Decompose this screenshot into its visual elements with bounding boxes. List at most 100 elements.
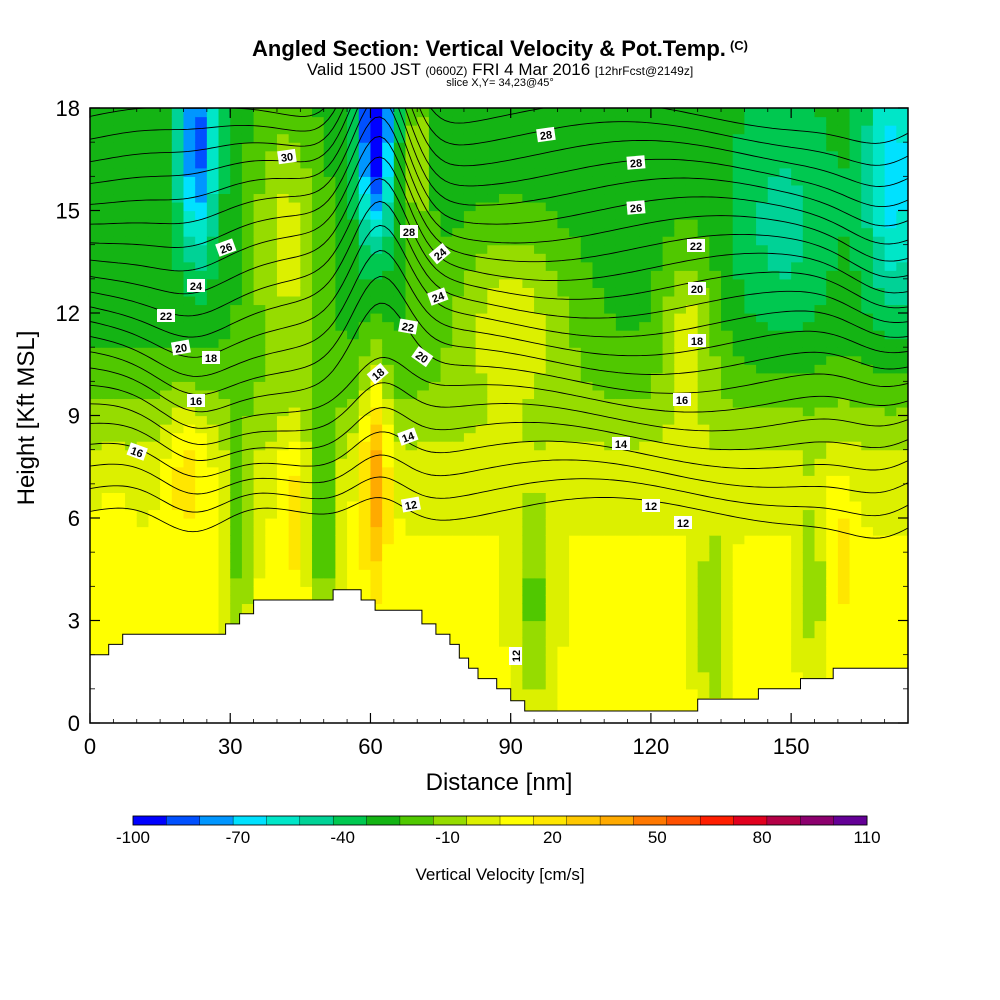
- velocity-cell: [171, 210, 185, 220]
- velocity-cell: [195, 261, 208, 271]
- velocity-cell: [136, 603, 150, 613]
- velocity-cell: [674, 227, 687, 237]
- velocity-cell: [452, 466, 465, 476]
- velocity-cell: [791, 338, 804, 348]
- velocity-cell: [347, 125, 360, 135]
- velocity-cell: [452, 201, 465, 212]
- velocity-cell: [440, 389, 453, 400]
- velocity-cell: [744, 543, 757, 553]
- velocity-cell: [510, 432, 523, 442]
- velocity-cell: [475, 193, 488, 203]
- velocity-cell: [580, 509, 594, 519]
- velocity-cell: [872, 492, 886, 502]
- velocity-cell: [276, 270, 290, 280]
- velocity-cell: [802, 611, 816, 622]
- velocity-cell: [171, 389, 185, 400]
- velocity-cell: [791, 475, 804, 485]
- velocity-cell: [230, 389, 243, 400]
- velocity-cell: [417, 441, 430, 451]
- velocity-cell: [872, 236, 886, 246]
- velocity-cell: [276, 424, 290, 434]
- velocity-cell: [288, 244, 301, 254]
- velocity-cell: [428, 210, 442, 220]
- velocity-cell: [125, 372, 138, 382]
- velocity-cell: [160, 406, 173, 417]
- velocity-cell: [697, 671, 710, 681]
- velocity-cell: [674, 466, 687, 476]
- velocity-cell: [253, 167, 266, 177]
- velocity-cell: [744, 492, 757, 502]
- velocity-cell: [101, 637, 114, 647]
- velocity-cell: [580, 680, 594, 690]
- velocity-cell: [312, 389, 325, 400]
- velocity-cell: [580, 261, 594, 271]
- velocity-cell: [405, 313, 418, 323]
- velocity-cell: [370, 184, 383, 195]
- velocity-cell: [604, 389, 617, 400]
- velocity-cell: [510, 355, 523, 365]
- velocity-cell: [592, 261, 605, 271]
- velocity-cell: [756, 543, 769, 553]
- velocity-cell: [896, 543, 908, 553]
- velocity-cell: [674, 338, 687, 348]
- velocity-cell: [674, 253, 687, 263]
- velocity-cell: [428, 543, 442, 553]
- velocity-cell: [604, 577, 617, 587]
- velocity-cell: [312, 594, 325, 605]
- velocity-cell: [253, 295, 266, 306]
- velocity-cell: [545, 594, 559, 605]
- velocity-cell: [101, 492, 114, 502]
- velocity-cell: [744, 184, 757, 195]
- velocity-cell: [417, 133, 430, 143]
- velocity-cell: [230, 560, 243, 570]
- velocity-cell: [300, 193, 313, 203]
- velocity-cell: [510, 526, 523, 536]
- velocity-cell: [440, 219, 453, 229]
- velocity-cell: [265, 475, 278, 485]
- velocity-cell: [510, 552, 523, 562]
- velocity-cell: [183, 304, 196, 314]
- velocity-cell: [615, 193, 629, 203]
- velocity-cell: [206, 543, 220, 553]
- velocity-cell: [440, 261, 453, 271]
- velocity-cell: [347, 526, 360, 536]
- velocity-cell: [113, 466, 126, 476]
- velocity-cell: [405, 125, 418, 135]
- velocity-cell: [276, 321, 290, 331]
- velocity-cell: [370, 543, 383, 553]
- velocity-cell: [685, 295, 699, 306]
- velocity-cell: [405, 569, 418, 579]
- velocity-cell: [393, 244, 407, 254]
- velocity-cell: [569, 594, 582, 605]
- velocity-cell: [148, 543, 161, 553]
- velocity-cell: [756, 586, 769, 596]
- velocity-cell: [440, 330, 453, 340]
- velocity-cell: [592, 253, 605, 263]
- velocity-cell: [370, 381, 383, 391]
- velocity-cell: [557, 543, 570, 553]
- velocity-cell: [510, 389, 523, 400]
- velocity-cell: [767, 603, 781, 613]
- velocity-cell: [510, 663, 523, 673]
- velocity-cell: [113, 492, 126, 502]
- velocity-cell: [370, 116, 383, 126]
- velocity-cell: [171, 193, 185, 203]
- velocity-cell: [370, 398, 383, 408]
- velocity-cell: [382, 125, 395, 135]
- velocity-cell: [417, 432, 430, 442]
- velocity-cell: [569, 184, 582, 195]
- velocity-cell: [101, 313, 114, 323]
- velocity-cell: [767, 543, 781, 553]
- velocity-cell: [534, 372, 547, 382]
- velocity-cell: [709, 210, 722, 220]
- velocity-cell: [685, 492, 699, 502]
- velocity-cell: [615, 688, 629, 698]
- velocity-cell: [685, 509, 699, 519]
- velocity-cell: [744, 159, 757, 169]
- velocity-cell: [288, 261, 301, 271]
- velocity-cell: [288, 526, 301, 536]
- velocity-cell: [125, 125, 138, 135]
- velocity-cell: [861, 236, 874, 246]
- velocity-cell: [253, 193, 266, 203]
- velocity-cell: [440, 611, 453, 622]
